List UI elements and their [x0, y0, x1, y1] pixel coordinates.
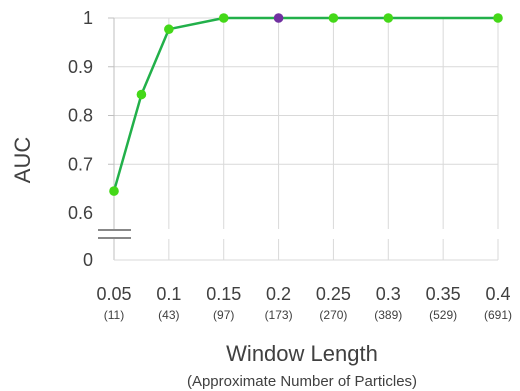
data-point: [328, 13, 339, 23]
y-tick-label: 0: [83, 250, 93, 270]
series-auc: [109, 13, 503, 196]
y-axis-title: AUC: [10, 137, 35, 184]
x-tick-label: 0.1: [156, 284, 181, 304]
series-line: [112, 16, 498, 192]
x-axis-title: Window Length: [226, 341, 378, 366]
x-tick-label: 0.2: [266, 284, 291, 304]
x-tick-sublabel: (691): [484, 308, 512, 322]
data-point-highlight: [273, 13, 284, 23]
data-point: [383, 13, 394, 23]
y-tick-label: 0.8: [68, 106, 93, 126]
x-tick-sublabel: (389): [374, 308, 402, 322]
x-tick-sublabel: (43): [158, 308, 179, 322]
x-tick-sublabel: (11): [104, 308, 124, 322]
tick-labels: 1 0.9 0.8 0.7 0.6 00.05 (11) 0.1 (43) 0.15 (97) 0.2…: [68, 8, 512, 322]
grid-lines: [114, 17, 499, 260]
x-tick-sublabel: (173): [265, 308, 293, 322]
data-point: [218, 13, 229, 23]
data-point: [136, 89, 147, 100]
x-axis-subtitle: (Approximate Number of Particles): [187, 373, 417, 390]
data-point: [164, 24, 174, 35]
y-tick-label: 0.9: [68, 57, 93, 77]
x-tick-label: 0.05: [96, 284, 131, 304]
x-tick-label: 0.15: [206, 284, 241, 304]
x-tick-label: 0.25: [316, 284, 351, 304]
x-tick-label: 0.35: [426, 284, 461, 304]
data-point: [109, 186, 119, 196]
x-tick-label: 0.3: [376, 284, 401, 304]
y-tick-label: 0.7: [68, 154, 93, 174]
data-point: [493, 13, 503, 23]
x-tick-sublabel: (529): [429, 308, 457, 322]
x-tick-label: 0.4: [485, 284, 510, 304]
y-tick-label: 1: [83, 8, 93, 28]
x-tick-sublabel: (270): [319, 308, 347, 322]
x-tick-sublabel: (97): [213, 308, 234, 322]
y-tick-label: 0.6: [68, 203, 93, 223]
